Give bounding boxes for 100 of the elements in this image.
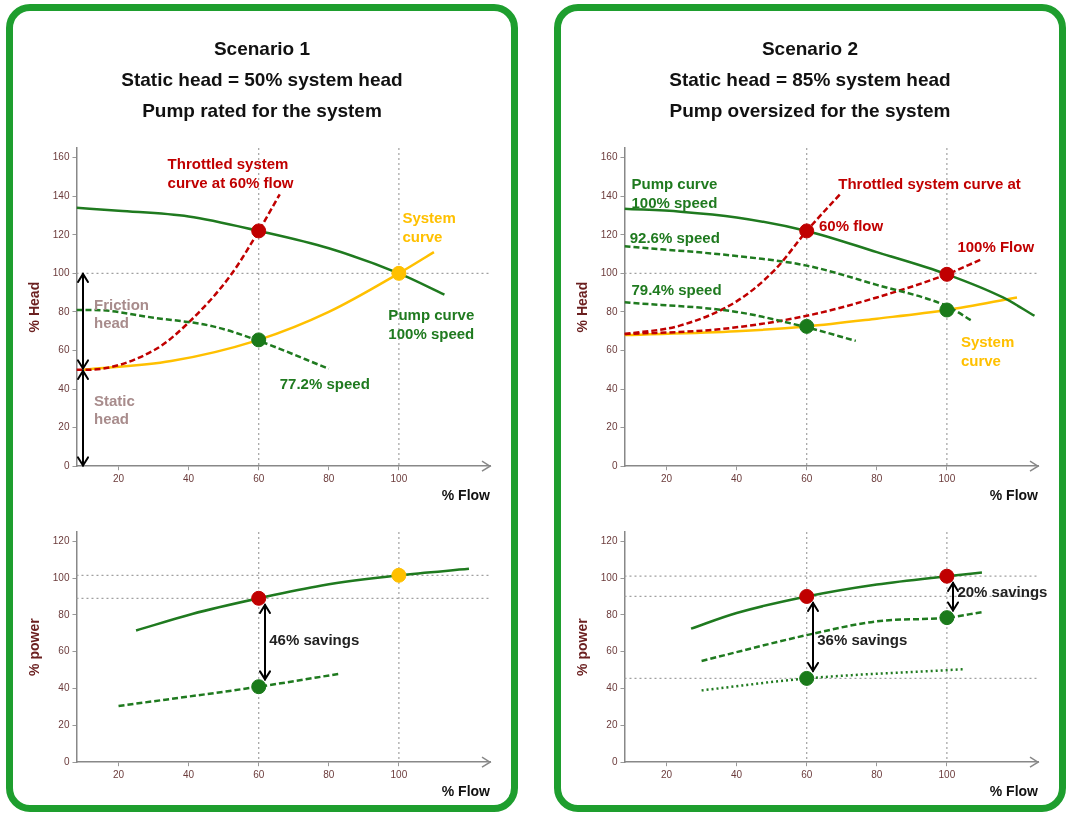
line-series xyxy=(76,193,281,372)
annotation: 20% savings xyxy=(957,583,1048,601)
text: Pump curve 100% speed xyxy=(388,305,475,342)
series-label: System curve xyxy=(960,332,1015,369)
x-tick-label: 80 xyxy=(871,768,883,780)
x-tick-label: 100 xyxy=(390,768,408,780)
y-tick-label: 40 xyxy=(606,682,618,694)
point xyxy=(939,302,955,318)
y-tick-label: 160 xyxy=(600,151,618,163)
chart-title: Scenario 2 xyxy=(760,37,860,61)
point xyxy=(939,610,955,626)
series-label: System curve xyxy=(402,209,456,246)
y-tick-label: 140 xyxy=(52,189,70,201)
series-label: 92.6% speed xyxy=(629,228,720,246)
chart-subtitle: Static head = 50% system head Pump rated for the system xyxy=(120,68,404,123)
annotation: 46% savings xyxy=(269,630,360,648)
x-tick-label: 20 xyxy=(660,472,673,484)
y-tick-label: 80 xyxy=(606,305,618,317)
x-tick-label: 20 xyxy=(112,472,125,484)
y-axis-title: % power xyxy=(26,617,43,676)
point xyxy=(799,588,815,604)
y-tick-label: 80 xyxy=(606,608,618,620)
chart-title: Scenario 1 xyxy=(212,37,312,61)
y-tick-label: 100 xyxy=(52,267,70,279)
y-tick-label: 120 xyxy=(52,534,70,546)
x-tick-label: 80 xyxy=(323,768,335,780)
y-tick-label: 40 xyxy=(606,382,618,394)
annotation: Static head xyxy=(94,392,135,428)
point xyxy=(251,332,267,348)
y-axis-title: % Head xyxy=(574,281,591,333)
y-tick-label: 0 xyxy=(63,755,70,767)
y-tick-label: 0 xyxy=(611,755,618,767)
x-tick-label: 40 xyxy=(731,472,743,484)
annotation: Friction head xyxy=(94,296,150,332)
x-tick-label: 100 xyxy=(390,472,408,484)
x-axis-title: % Flow xyxy=(441,783,491,800)
point xyxy=(251,223,267,239)
y-tick-label: 0 xyxy=(611,459,618,471)
y-tick-label: 0 xyxy=(63,459,70,471)
y-tick-label: 20 xyxy=(58,719,70,731)
y-tick-label: 60 xyxy=(606,344,618,356)
x-tick-label: 40 xyxy=(183,768,195,780)
point xyxy=(939,266,955,282)
y-tick-label: 160 xyxy=(52,151,70,163)
y-tick-label: 60 xyxy=(58,344,70,356)
series-label: 79.4% speed xyxy=(631,280,722,298)
line-series xyxy=(700,610,984,663)
y-tick-label: 80 xyxy=(58,305,70,317)
y-tick-label: 60 xyxy=(606,645,618,657)
x-tick-label: 20 xyxy=(112,768,125,780)
annotation: Throttled system curve at xyxy=(838,174,1021,192)
y-tick-label: 120 xyxy=(600,228,618,240)
y-tick-label: 120 xyxy=(600,534,618,546)
line-series xyxy=(76,308,331,371)
y-tick-label: 100 xyxy=(600,571,618,583)
y-tick-label: 120 xyxy=(52,228,70,240)
y-tick-label: 20 xyxy=(606,421,618,433)
point xyxy=(251,679,267,695)
x-tick-label: 80 xyxy=(871,472,883,484)
line-series xyxy=(134,567,471,632)
x-tick-label: 100 xyxy=(938,768,956,780)
point xyxy=(799,318,815,334)
line-series xyxy=(624,301,858,343)
point xyxy=(251,590,267,606)
y-tick-label: 100 xyxy=(52,571,70,583)
y-axis-title: % power xyxy=(574,617,591,676)
y-tick-label: 20 xyxy=(606,719,618,731)
x-tick-label: 20 xyxy=(660,768,673,780)
chart-subtitle: Static head = 85% system head Pump oversized for the system xyxy=(668,68,952,123)
y-tick-label: 80 xyxy=(58,608,70,620)
x-tick-label: 40 xyxy=(183,472,195,484)
x-tick-label: 60 xyxy=(253,472,265,484)
point xyxy=(391,265,407,281)
annotation: 36% savings xyxy=(817,630,908,648)
x-axis-title: % Flow xyxy=(989,783,1039,800)
point xyxy=(939,568,955,584)
series-label: 100% Flow xyxy=(957,238,1035,256)
series-label: 60% flow xyxy=(818,216,884,234)
x-tick-label: 60 xyxy=(801,472,813,484)
y-tick-label: 100 xyxy=(600,267,618,279)
series-label: Pump curve 100% speed xyxy=(631,174,718,211)
line-series xyxy=(624,296,1019,337)
x-axis-title: % Flow xyxy=(441,487,491,504)
x-tick-label: 60 xyxy=(253,768,265,780)
x-tick-label: 40 xyxy=(731,768,743,780)
point xyxy=(391,567,407,583)
y-tick-label: 140 xyxy=(600,189,618,201)
y-axis-title: % Head xyxy=(26,281,43,333)
x-tick-label: 80 xyxy=(323,472,335,484)
series-label: 77.2% speed xyxy=(279,375,370,393)
point xyxy=(799,223,815,239)
y-tick-label: 40 xyxy=(58,682,70,694)
x-tick-label: 60 xyxy=(801,768,813,780)
y-tick-label: 40 xyxy=(58,382,70,394)
series-label: Throttled system curve at 60% flow xyxy=(167,155,294,192)
point xyxy=(799,670,815,686)
x-axis-title: % Flow xyxy=(989,487,1039,504)
y-tick-label: 60 xyxy=(58,645,70,657)
x-tick-label: 100 xyxy=(938,472,956,484)
y-tick-label: 20 xyxy=(58,421,70,433)
